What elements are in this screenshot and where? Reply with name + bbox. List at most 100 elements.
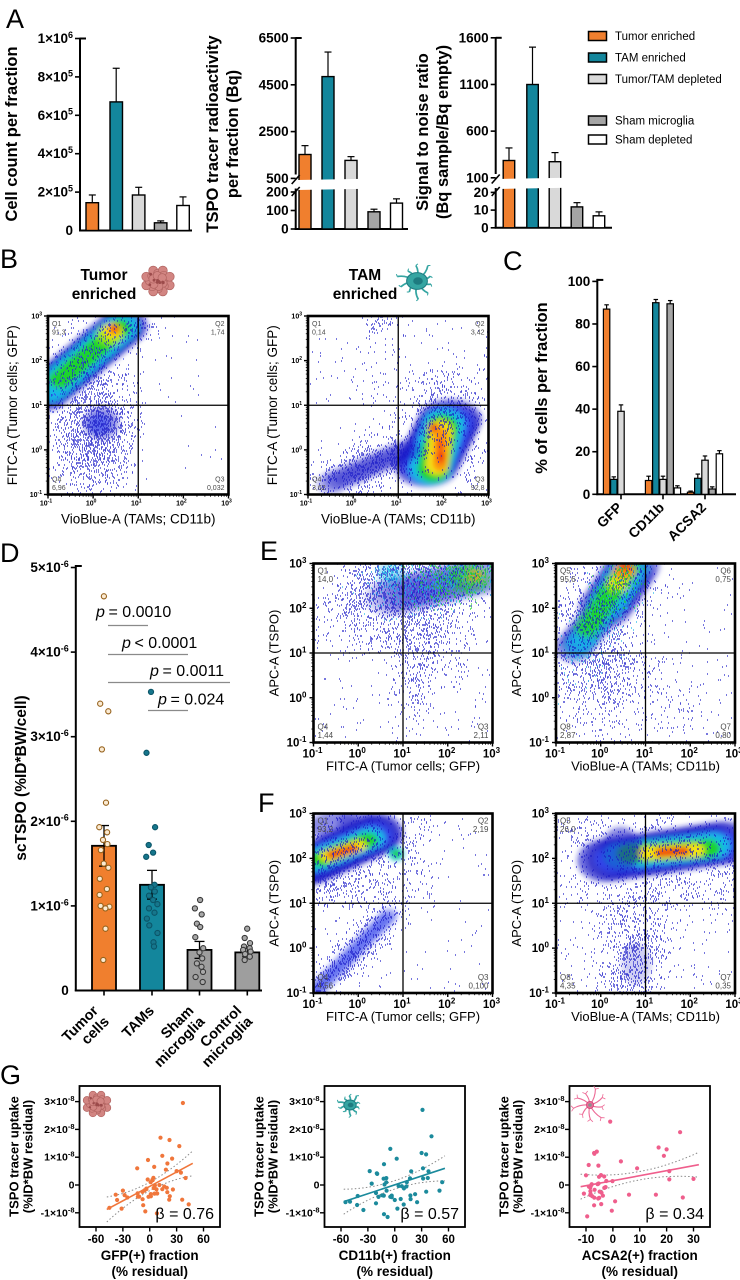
svg-text:103: 103 <box>532 556 550 571</box>
svg-text:103: 103 <box>725 997 740 1012</box>
svg-text:-60: -60 <box>88 1234 105 1246</box>
svg-text:= 0.0010: = 0.0010 <box>109 604 172 621</box>
svg-text:101: 101 <box>532 896 550 911</box>
svg-text:10-1: 10-1 <box>300 499 312 508</box>
svg-text:3,62: 3,62 <box>312 485 326 492</box>
svg-text:VioBlue-A (TAMs; CD11b): VioBlue-A (TAMs; CD11b) <box>571 759 720 774</box>
svg-text:3×10-6: 3×10-6 <box>30 728 68 744</box>
svg-text:FITC-A (Tumor cells; GFP): FITC-A (Tumor cells; GFP) <box>265 325 280 485</box>
svg-text:Q3: Q3 <box>215 477 224 484</box>
svg-text:0: 0 <box>314 1180 320 1192</box>
svg-text:100: 100 <box>266 203 289 218</box>
svg-text:20: 20 <box>575 444 590 459</box>
svg-text:101: 101 <box>289 896 307 911</box>
svg-text:APC-A (TSPO): APC-A (TSPO) <box>509 610 524 697</box>
svg-text:1×106: 1×106 <box>38 30 73 46</box>
svg-text:10-1: 10-1 <box>545 997 565 1012</box>
svg-text:2,11: 2,11 <box>474 731 490 740</box>
svg-text:scTSPO (%ID*BW/cell): scTSPO (%ID*BW/cell) <box>13 695 30 860</box>
svg-text:30: 30 <box>170 1234 183 1246</box>
svg-text:103: 103 <box>532 806 550 821</box>
svg-text:p: p <box>149 663 159 680</box>
svg-text:APC-A (TSPO): APC-A (TSPO) <box>267 860 282 947</box>
svg-text:60: 60 <box>575 359 590 374</box>
svg-text:200: 200 <box>266 185 289 200</box>
svg-text:1×10-8: 1×10-8 <box>534 1150 564 1164</box>
svg-text:92,8: 92,8 <box>471 485 485 492</box>
svg-text:VioBlue-A (TAMs; CD11b): VioBlue-A (TAMs; CD11b) <box>571 1009 720 1024</box>
svg-text:0: 0 <box>65 223 73 238</box>
svg-text:101: 101 <box>391 499 402 508</box>
svg-text:Q4: Q4 <box>318 973 329 982</box>
svg-text:per fraction (Bq): per fraction (Bq) <box>224 70 242 198</box>
svg-text:FITC-A (Tumor cells; GFP): FITC-A (Tumor cells; GFP) <box>326 1009 480 1024</box>
svg-text:0,100: 0,100 <box>468 982 489 991</box>
svg-text:Q8: Q8 <box>560 723 571 732</box>
svg-text:Q3: Q3 <box>475 477 484 484</box>
svg-text:2×10-8: 2×10-8 <box>289 1122 319 1136</box>
svg-text:3×10-8: 3×10-8 <box>44 1094 74 1108</box>
svg-text:1,44: 1,44 <box>318 731 334 740</box>
svg-text:0: 0 <box>61 983 69 998</box>
svg-text:E: E <box>260 536 278 566</box>
svg-text:101: 101 <box>289 646 307 661</box>
svg-text:enriched: enriched <box>72 286 137 303</box>
svg-text:= 0.0011: = 0.0011 <box>163 663 225 680</box>
svg-text:TSPO tracer uptake: TSPO tracer uptake <box>497 1096 512 1217</box>
svg-text:100: 100 <box>532 690 550 705</box>
svg-text:103: 103 <box>481 499 492 508</box>
svg-text:APC-A (TSPO): APC-A (TSPO) <box>509 860 524 947</box>
svg-text:10-1: 10-1 <box>529 735 549 750</box>
svg-text:10-1: 10-1 <box>30 490 42 499</box>
svg-text:10: 10 <box>474 203 489 218</box>
svg-text:Cell count per fraction: Cell count per fraction <box>3 46 21 221</box>
svg-text:TAMs: TAMs <box>119 1003 157 1041</box>
svg-text:Q4: Q4 <box>318 723 329 732</box>
svg-text:10-1: 10-1 <box>545 746 565 761</box>
svg-text:FITC-A (Tumor cells; GFP): FITC-A (Tumor cells; GFP) <box>326 759 480 774</box>
svg-text:Controlmicroglia: Controlmicroglia <box>188 1002 257 1071</box>
svg-text:0: 0 <box>69 1180 75 1192</box>
svg-text:4×10-6: 4×10-6 <box>30 644 68 660</box>
svg-text:Q4: Q4 <box>52 477 61 484</box>
svg-text:0: 0 <box>610 1234 616 1246</box>
svg-text:Signal to noise ratio: Signal to noise ratio <box>414 53 432 211</box>
svg-text:A: A <box>6 4 24 34</box>
svg-text:(% residual): (% residual) <box>356 1264 433 1279</box>
svg-text:103: 103 <box>289 556 307 571</box>
svg-text:10-1: 10-1 <box>287 986 307 1001</box>
svg-text:(% residual): (% residual) <box>601 1264 678 1279</box>
svg-text:10-1: 10-1 <box>303 746 323 761</box>
svg-text:2×10-8: 2×10-8 <box>534 1122 564 1136</box>
svg-text:10-1: 10-1 <box>290 490 302 499</box>
svg-text:1100: 1100 <box>459 77 488 92</box>
svg-text:% of cells per fraction: % of cells per fraction <box>533 302 551 473</box>
svg-text:(%ID*BW residual): (%ID*BW residual) <box>21 1100 36 1213</box>
svg-text:< 0.0001: < 0.0001 <box>135 635 198 652</box>
svg-text:103: 103 <box>483 997 501 1012</box>
svg-text:APC-A (TSPO): APC-A (TSPO) <box>267 610 282 697</box>
svg-text:30: 30 <box>687 1234 700 1246</box>
svg-text:β = 0.76: β = 0.76 <box>155 1206 214 1223</box>
svg-text:10: 10 <box>633 1234 646 1246</box>
svg-text:5×10-6: 5×10-6 <box>30 559 68 575</box>
svg-text:100: 100 <box>31 445 42 454</box>
svg-text:102: 102 <box>31 356 42 365</box>
svg-text:CD11b(+) fraction: CD11b(+) fraction <box>339 1248 451 1263</box>
svg-text:GFP: GFP <box>593 499 625 531</box>
svg-text:CD11b: CD11b <box>625 499 667 541</box>
svg-text:102: 102 <box>532 601 550 616</box>
svg-text:4,56: 4,56 <box>318 982 334 991</box>
svg-text:VioBlue-A (TAMs; CD11b): VioBlue-A (TAMs; CD11b) <box>61 512 216 527</box>
svg-text:p: p <box>121 635 131 652</box>
svg-text:1×10-6: 1×10-6 <box>30 897 68 913</box>
svg-text:Tumor: Tumor <box>80 267 127 284</box>
svg-text:101: 101 <box>291 401 302 410</box>
svg-text:Q4: Q4 <box>312 477 321 484</box>
svg-text:103: 103 <box>31 312 42 321</box>
svg-text:102: 102 <box>436 499 447 508</box>
svg-text:6×105: 6×105 <box>38 107 73 123</box>
svg-text:p: p <box>95 604 105 621</box>
svg-text:4500: 4500 <box>259 77 289 92</box>
svg-text:10-1: 10-1 <box>303 997 323 1012</box>
